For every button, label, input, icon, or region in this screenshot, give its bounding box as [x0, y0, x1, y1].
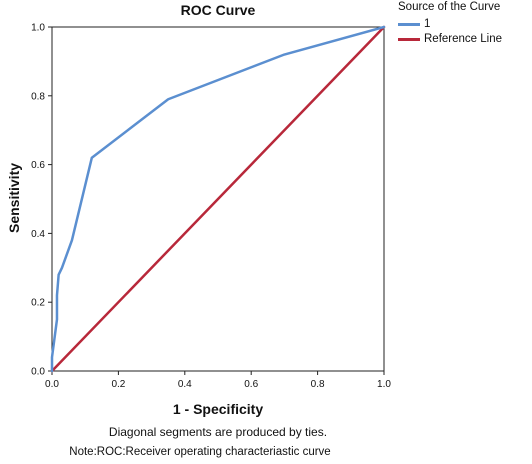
x-tick-label: 0.4	[178, 379, 192, 390]
y-tick-label: 1.0	[31, 23, 45, 34]
chart-title: ROC Curve	[180, 2, 256, 18]
y-tick-label: 0.6	[31, 160, 45, 171]
roc-curve-series-1	[50, 25, 386, 373]
legend: Source of the Curve 1 Reference Line	[398, 1, 532, 47]
y-tick-label: 0.2	[31, 298, 45, 309]
y-tick-label: 0.4	[31, 229, 45, 240]
x-tick-label: 0.6	[244, 379, 258, 390]
y-tick-label: 0.0	[31, 367, 45, 378]
x-tick-label: 0.2	[111, 379, 125, 390]
reference-line	[50, 25, 386, 373]
legend-item-series-1: 1	[398, 17, 532, 31]
legend-label-series-1: 1	[424, 18, 431, 30]
x-tick-label: 1.0	[377, 379, 391, 390]
legend-item-reference-line: Reference Line	[398, 32, 532, 46]
x-axis-label: 1 - Specificity	[172, 401, 264, 417]
footnote-ties: Diagonal segments are produced by ties.	[108, 425, 328, 439]
y-tick-label: 0.8	[31, 91, 45, 102]
x-tick-label: 0.0	[45, 379, 59, 390]
legend-label-reference-line: Reference Line	[424, 33, 502, 45]
legend-swatch-series-1	[398, 22, 420, 26]
x-tick-label: 0.8	[311, 379, 325, 390]
legend-swatch-reference-line	[398, 37, 420, 41]
footnote-roc: Note:ROC:Receiver operating characterias…	[69, 446, 331, 458]
y-axis-label: Sensitivity	[6, 162, 22, 234]
legend-title: Source of the Curve	[398, 1, 501, 13]
